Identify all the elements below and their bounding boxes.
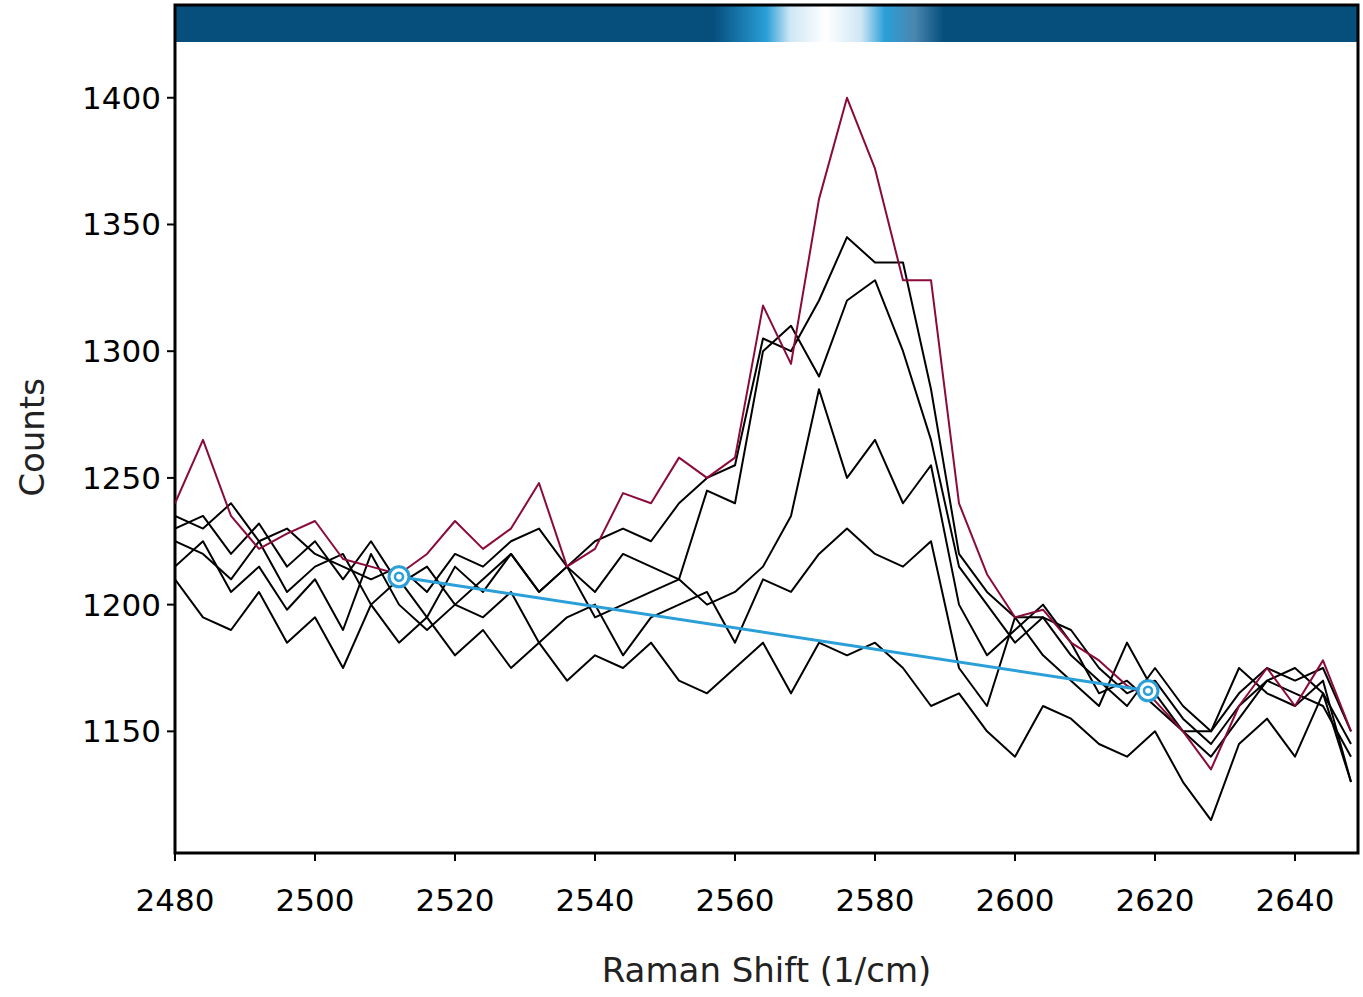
x-axis-label: Raman Shift (1/cm) [602,950,932,990]
x-tick-label: 2580 [836,882,915,918]
x-tick-label: 2560 [696,882,775,918]
x-tick-label: 2540 [556,882,635,918]
x-tick [1154,853,1156,861]
y-tick-label: 1250 [82,460,161,496]
x-tick-label: 2600 [976,882,1055,918]
y-tick [167,350,175,352]
color-strip [175,5,1358,42]
y-tick [167,223,175,225]
x-tick [314,853,316,861]
plot-frame [175,5,1358,853]
x-tick-label: 2520 [416,882,495,918]
plot-area [175,98,1351,820]
x-tick-label: 2480 [136,882,215,918]
y-tick-label: 1400 [82,80,161,116]
x-tick [734,853,736,861]
x-tick [174,853,176,861]
y-tick [167,604,175,606]
x-tick-label: 2620 [1116,882,1195,918]
y-axis-label: Counts [12,378,52,497]
series-line [175,98,1351,770]
marker [1138,681,1158,701]
x-tick [874,853,876,861]
marker [389,567,409,587]
x-tick [1294,853,1296,861]
x-tick [1014,853,1016,861]
y-tick [167,730,175,732]
y-tick-label: 1150 [82,713,161,749]
series-line [175,579,1351,820]
y-tick [167,477,175,479]
series-line [175,237,1351,731]
x-tick [594,853,596,861]
series-line [399,577,1148,691]
y-tick [167,97,175,99]
x-tick-label: 2500 [276,882,355,918]
y-tick-label: 1200 [82,587,161,623]
x-tick-label: 2640 [1256,882,1335,918]
y-tick-label: 1300 [82,333,161,369]
x-tick [454,853,456,861]
chart: 1150 1200 1250 1300 1350 1400 2480 2500 2520 2540… [0,0,1363,997]
series-line [175,280,1351,744]
y-tick-label: 1350 [82,206,161,242]
